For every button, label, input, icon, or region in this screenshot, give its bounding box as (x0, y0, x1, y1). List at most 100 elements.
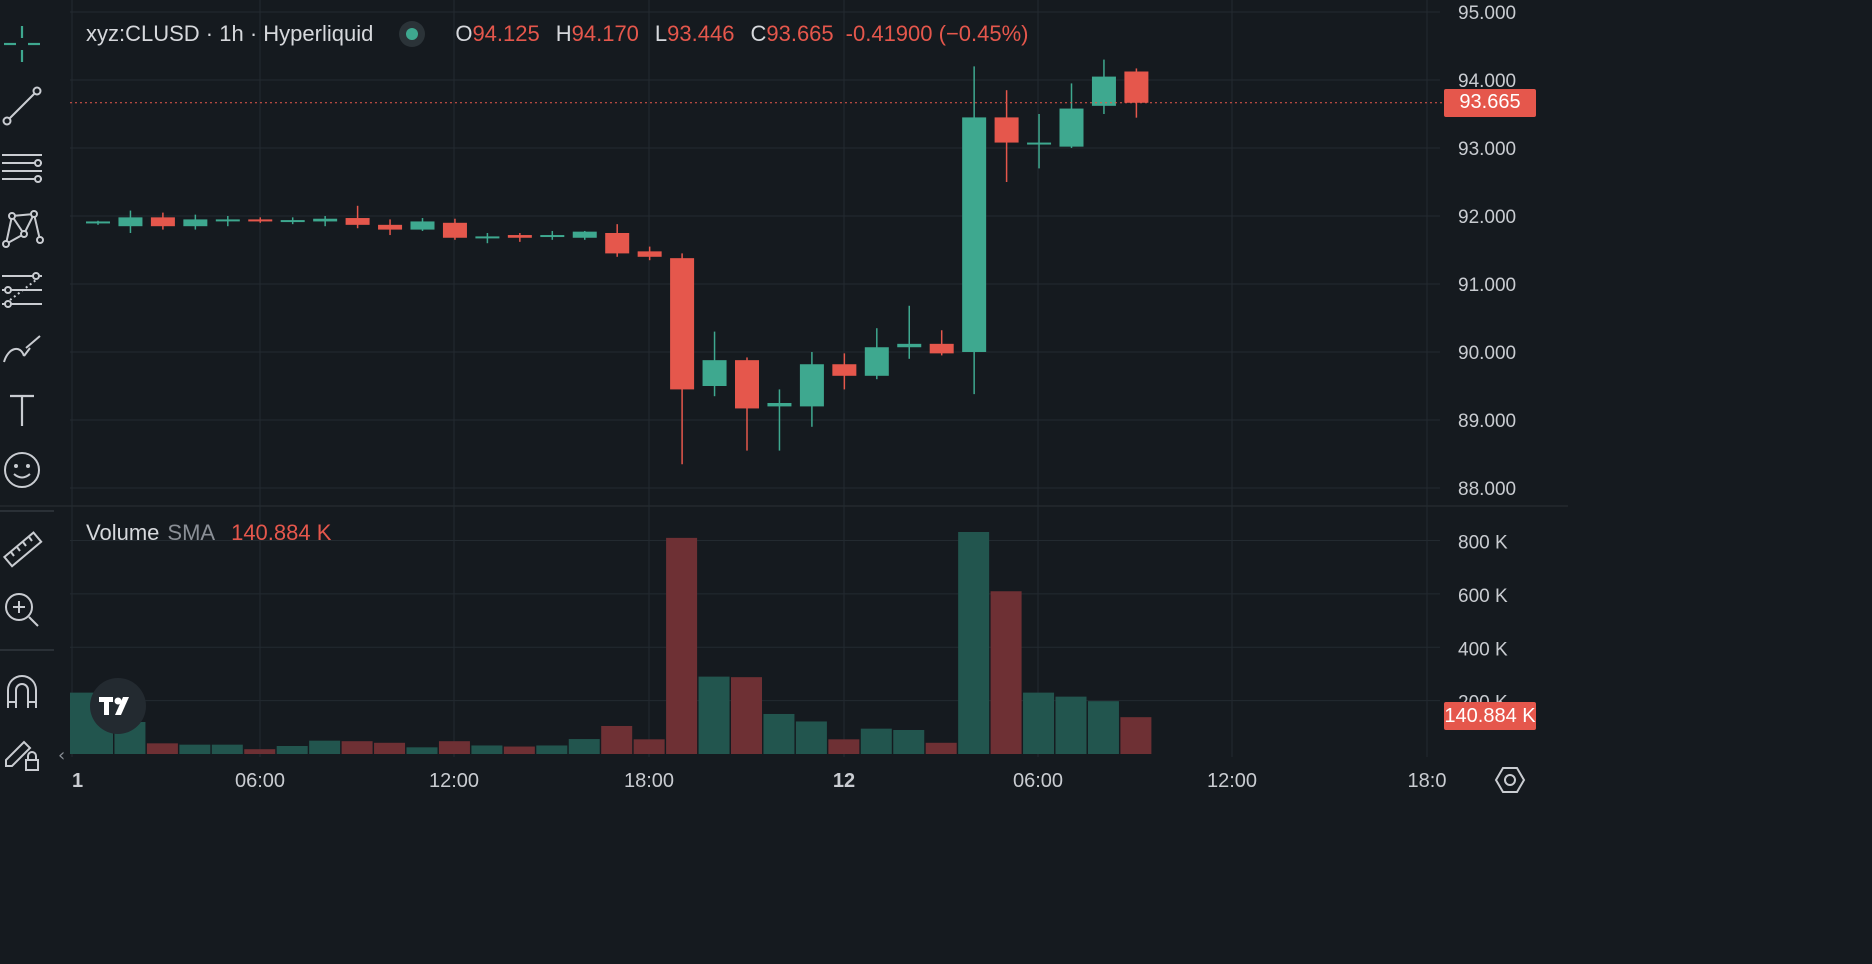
volume-bar (925, 742, 957, 754)
ohlc-high-key: H (555, 21, 572, 46)
candle-body (702, 360, 727, 386)
x-tick-label: 12:00 (429, 770, 479, 792)
crosshair-icon[interactable] (0, 22, 44, 66)
candle-body (378, 224, 403, 230)
y-tick-label: 88.000 (1458, 479, 1516, 500)
candle-body (280, 220, 305, 223)
y-tick-label: 95.000 (1458, 3, 1516, 24)
volume-bar (211, 744, 243, 754)
volume-bar (990, 591, 1022, 754)
zoom-in-icon[interactable] (0, 588, 44, 632)
volume-bar (374, 742, 406, 754)
candle-body (410, 221, 435, 230)
x-tick-label: 18:0 (1408, 770, 1447, 792)
symbol-line[interactable]: xyz:CLUSD · 1h · Hyperliquid (86, 21, 374, 46)
volume-bar (795, 721, 827, 754)
ohlc-close-value: 93.665 (766, 21, 834, 46)
candle-body (637, 251, 662, 257)
candle-body (442, 222, 467, 238)
volume-bar (601, 725, 633, 754)
volume-title: Volume (86, 520, 160, 545)
candle-body (799, 364, 824, 407)
chart-canvas[interactable]: 88.000 89.000 90.000 91.000 92.000 93.000 94.0… (0, 0, 1568, 807)
candle-body (150, 217, 175, 227)
volume-bar (633, 739, 665, 754)
candle-body (897, 343, 922, 348)
volume-bar (438, 741, 470, 754)
volume-sma-tag: 140.884 K (1444, 702, 1536, 730)
candle-body (540, 235, 565, 238)
volume-bar (1055, 696, 1087, 754)
x-tick-label: 12:00 (1207, 770, 1257, 792)
volume-bar (503, 746, 535, 754)
candle-body (605, 233, 630, 254)
x-tick-label: 06:00 (235, 770, 285, 792)
volume-bar (1023, 692, 1055, 754)
emoji-icon[interactable] (0, 448, 44, 492)
volume-bar (244, 749, 276, 754)
candle-body (215, 219, 240, 222)
volume-bar (666, 537, 698, 754)
candle-body (313, 218, 338, 222)
candle-body (1059, 108, 1084, 147)
ohlc-open-key: O (455, 21, 473, 46)
candle-body (735, 360, 759, 409)
volume-tick-label: 400 K (1458, 639, 1508, 660)
volume-bar (763, 713, 795, 754)
brush-icon[interactable] (0, 328, 44, 372)
y-tick-label: 89.000 (1458, 411, 1516, 432)
candle-body (994, 117, 1019, 143)
ohlc-low-value: 93.446 (667, 21, 735, 46)
candle-body (864, 347, 889, 376)
fib-levels-icon[interactable] (0, 268, 44, 312)
horizontal-lines-icon[interactable] (0, 145, 44, 189)
pattern-icon[interactable] (0, 206, 44, 250)
volume-bar (698, 676, 730, 754)
trend-line-icon[interactable] (0, 84, 44, 128)
volume-bar (828, 739, 860, 754)
volume-bar (1087, 701, 1119, 754)
ruler-icon[interactable] (0, 528, 44, 572)
ohlc-open-value: 94.125 (472, 21, 540, 46)
volume-bar (471, 745, 503, 754)
volume-bar (860, 728, 892, 754)
volume-bar (731, 677, 762, 754)
volume-bar (179, 744, 211, 754)
magnet-icon[interactable] (0, 670, 44, 714)
candle-body (670, 258, 695, 390)
chart-settings-icon[interactable] (1494, 764, 1526, 796)
candle-body (962, 117, 987, 353)
candle-body (118, 217, 143, 227)
volume-bar (958, 532, 990, 754)
volume-bar (146, 743, 178, 754)
candle-body (572, 231, 597, 238)
symbol-legend: xyz:CLUSD · 1h · Hyperliquid O 94.125 H 94… (86, 18, 1029, 50)
candle-body (767, 403, 792, 407)
candle-body (1124, 71, 1149, 103)
candle-body (86, 221, 110, 224)
tradingview-logo-icon[interactable] (90, 678, 146, 734)
candle-body (475, 236, 500, 239)
candle-body (183, 219, 208, 227)
volume-bar (341, 741, 373, 754)
candle-body (345, 218, 370, 225)
candle-body (1091, 76, 1116, 106)
ohlc-high-value: 94.170 (571, 21, 639, 46)
text-icon[interactable] (0, 388, 44, 432)
lock-drawing-icon[interactable] (0, 730, 44, 774)
volume-bar (406, 747, 438, 754)
volume-bar (309, 740, 341, 754)
ohlc-low-key: L (654, 21, 668, 46)
drawing-toolbar (0, 0, 44, 807)
candle-body (832, 364, 857, 376)
volume-legend[interactable]: Volume SMA 140.884 K (86, 520, 331, 546)
x-tick-label: 12 (833, 770, 855, 792)
market-status-icon (399, 21, 426, 47)
ohlc-close-key: C (750, 21, 767, 46)
volume-bar (568, 739, 600, 754)
volume-bar (1120, 717, 1152, 754)
y-tick-label: 94.000 (1458, 71, 1516, 92)
price-change: -0.41900 (−0.45%) (845, 21, 1029, 46)
volume-bar (276, 745, 308, 754)
volume-tick-label: 800 K (1458, 533, 1508, 554)
